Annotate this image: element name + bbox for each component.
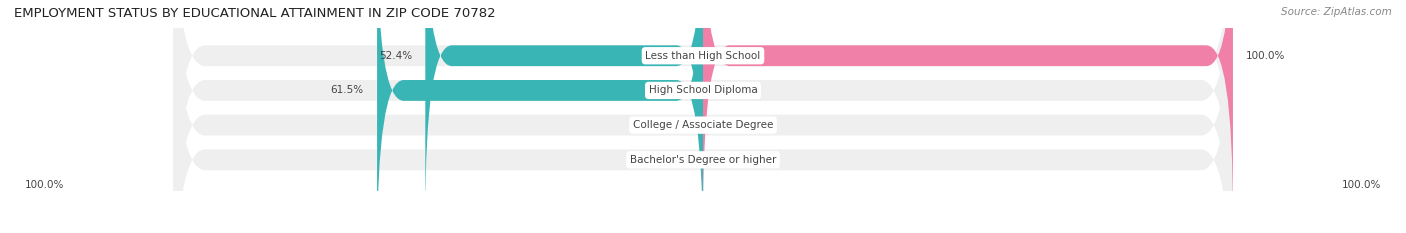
Text: 0.0%: 0.0% [716,86,742,96]
Text: High School Diploma: High School Diploma [648,86,758,96]
FancyBboxPatch shape [173,0,1233,233]
FancyBboxPatch shape [703,0,1233,219]
Text: Less than High School: Less than High School [645,51,761,61]
Text: 100.0%: 100.0% [25,180,65,190]
Text: EMPLOYMENT STATUS BY EDUCATIONAL ATTAINMENT IN ZIP CODE 70782: EMPLOYMENT STATUS BY EDUCATIONAL ATTAINM… [14,7,496,20]
Text: 100.0%: 100.0% [1246,51,1285,61]
FancyBboxPatch shape [425,0,703,219]
FancyBboxPatch shape [173,0,1233,233]
Text: 100.0%: 100.0% [1341,180,1381,190]
FancyBboxPatch shape [173,0,1233,233]
FancyBboxPatch shape [377,0,703,233]
Text: Bachelor's Degree or higher: Bachelor's Degree or higher [630,155,776,165]
FancyBboxPatch shape [173,0,1233,233]
Text: 52.4%: 52.4% [380,51,412,61]
Text: 61.5%: 61.5% [330,86,364,96]
Text: 0.0%: 0.0% [716,120,742,130]
Text: 0.0%: 0.0% [716,155,742,165]
Text: 0.0%: 0.0% [664,155,690,165]
Text: 0.0%: 0.0% [664,120,690,130]
Text: Source: ZipAtlas.com: Source: ZipAtlas.com [1281,7,1392,17]
Text: College / Associate Degree: College / Associate Degree [633,120,773,130]
